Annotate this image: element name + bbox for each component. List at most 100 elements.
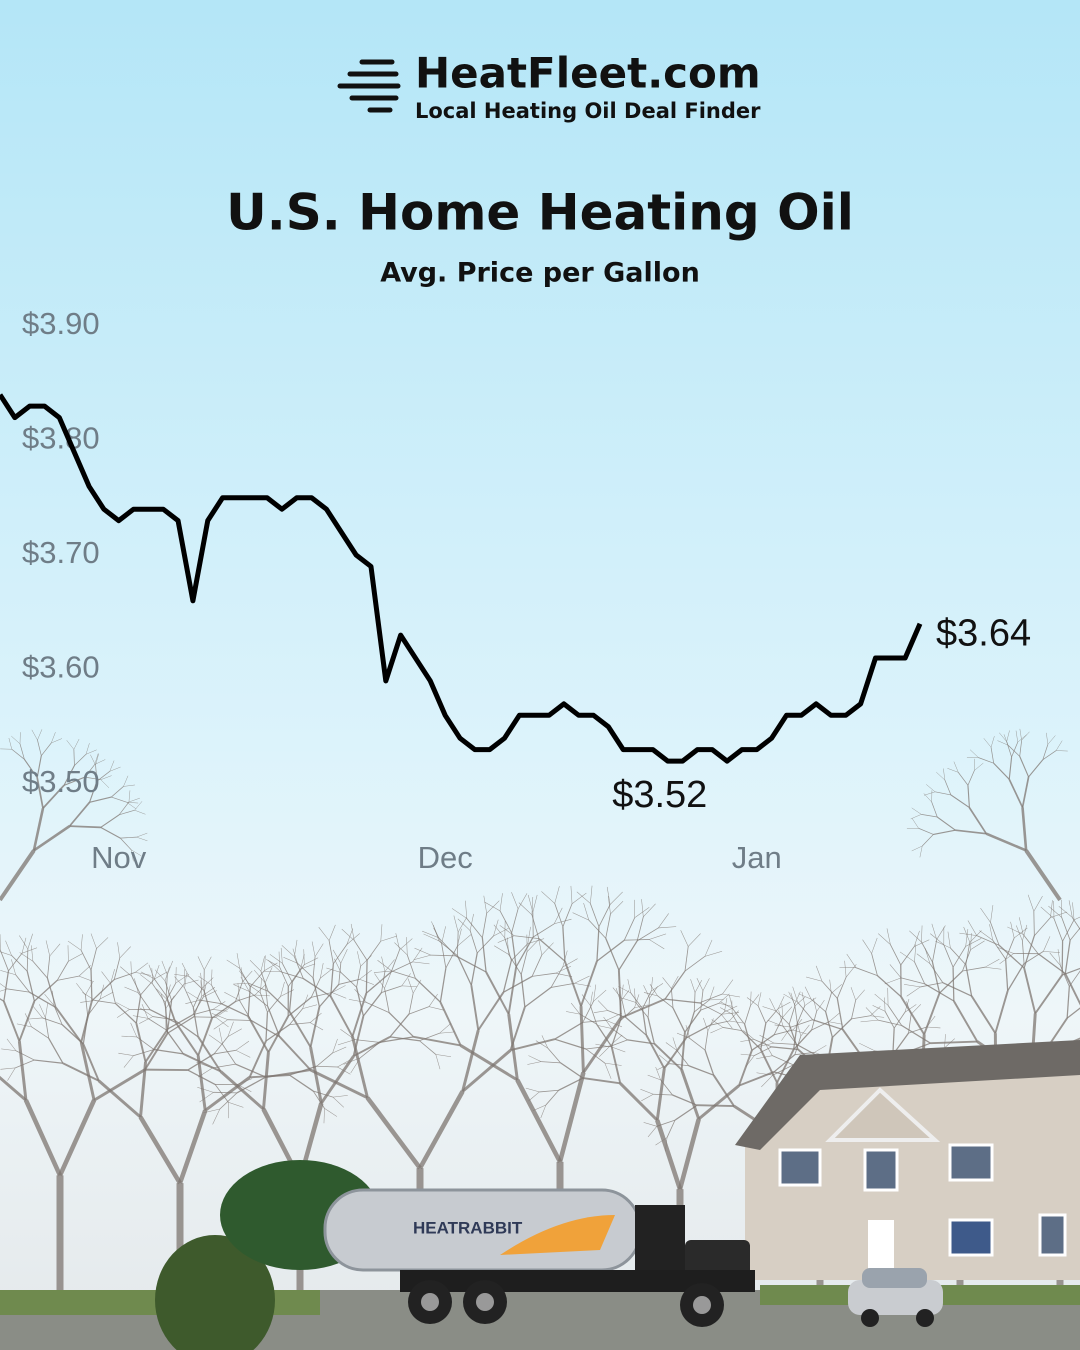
branch xyxy=(618,940,638,971)
branch xyxy=(1021,776,1030,808)
branch xyxy=(722,993,741,998)
branch xyxy=(583,902,590,921)
branch xyxy=(399,938,413,950)
branch xyxy=(640,1089,654,1095)
branch xyxy=(263,971,281,973)
branch xyxy=(94,759,106,765)
branch xyxy=(625,1017,647,1036)
branch xyxy=(943,768,946,781)
branch xyxy=(1010,921,1015,938)
branch xyxy=(310,1022,324,1031)
branch xyxy=(188,976,205,991)
branch xyxy=(31,729,38,741)
branch xyxy=(590,991,593,1006)
branch xyxy=(541,1035,549,1049)
branch xyxy=(203,990,213,1019)
branch xyxy=(703,1017,709,1032)
branch xyxy=(935,791,951,796)
branch xyxy=(612,987,622,999)
branch xyxy=(953,761,959,773)
branch xyxy=(532,894,538,913)
branch xyxy=(74,754,87,766)
branch xyxy=(36,755,42,778)
branch xyxy=(222,1044,236,1065)
branch xyxy=(1023,951,1044,964)
branch xyxy=(90,969,93,1001)
branch xyxy=(649,986,658,999)
branch xyxy=(289,1008,303,1025)
branch xyxy=(461,1029,480,1092)
branch xyxy=(19,935,29,950)
branch xyxy=(406,937,408,955)
branch xyxy=(388,1012,415,1038)
branch xyxy=(213,1019,228,1030)
branch xyxy=(1008,756,1013,780)
branch xyxy=(974,762,984,771)
branch xyxy=(153,1048,184,1055)
branch xyxy=(337,1059,351,1068)
branch xyxy=(773,1042,797,1045)
branch xyxy=(390,949,400,973)
branch xyxy=(99,984,105,1000)
branch xyxy=(593,1010,608,1013)
branch xyxy=(455,955,487,973)
branch xyxy=(985,832,1027,852)
branch xyxy=(604,1062,612,1079)
branch xyxy=(365,971,392,994)
branch xyxy=(332,1095,348,1098)
branch xyxy=(287,996,312,1017)
branch xyxy=(196,1061,213,1069)
branch xyxy=(722,979,734,995)
branch xyxy=(757,992,762,1006)
branch xyxy=(596,926,600,962)
branch xyxy=(804,997,817,1006)
branch xyxy=(109,766,121,772)
branch xyxy=(412,961,430,965)
branch xyxy=(774,1029,794,1036)
branch xyxy=(643,1122,657,1127)
branch xyxy=(571,892,587,904)
branch xyxy=(554,886,560,904)
branch xyxy=(797,1002,813,1021)
branch xyxy=(174,974,189,977)
y-tick-label: $3.50 xyxy=(22,764,100,799)
branch xyxy=(718,993,730,1004)
branch xyxy=(110,983,116,1004)
branch xyxy=(665,1137,668,1152)
branch xyxy=(850,987,856,1001)
branch xyxy=(788,1024,799,1050)
branch xyxy=(441,943,447,969)
branch xyxy=(697,1104,735,1108)
branch xyxy=(672,1037,678,1051)
branch xyxy=(641,1008,648,1036)
branch xyxy=(213,1036,229,1055)
branch xyxy=(1056,750,1068,752)
branch xyxy=(316,1052,333,1067)
branch xyxy=(481,913,488,938)
branch xyxy=(167,1000,173,1029)
branch xyxy=(165,1029,184,1055)
truck-label: HEATRABBIT xyxy=(413,1218,523,1237)
branch xyxy=(253,969,266,984)
branch xyxy=(634,994,640,1008)
branch xyxy=(670,988,674,1008)
branch xyxy=(96,937,109,949)
branch xyxy=(655,1137,668,1146)
branch xyxy=(84,776,101,781)
branch xyxy=(23,759,38,779)
branch xyxy=(49,943,61,957)
branch xyxy=(304,957,319,965)
branch xyxy=(912,818,919,829)
branch xyxy=(919,845,923,858)
branch xyxy=(998,944,1025,969)
branch xyxy=(999,953,1014,964)
branch xyxy=(862,939,872,954)
branch xyxy=(1021,731,1030,741)
branch xyxy=(380,935,398,942)
branch xyxy=(722,1027,742,1032)
branch xyxy=(570,885,573,904)
branch xyxy=(353,1035,391,1057)
branch xyxy=(259,992,268,1013)
branch xyxy=(493,927,509,937)
branch xyxy=(690,979,696,993)
